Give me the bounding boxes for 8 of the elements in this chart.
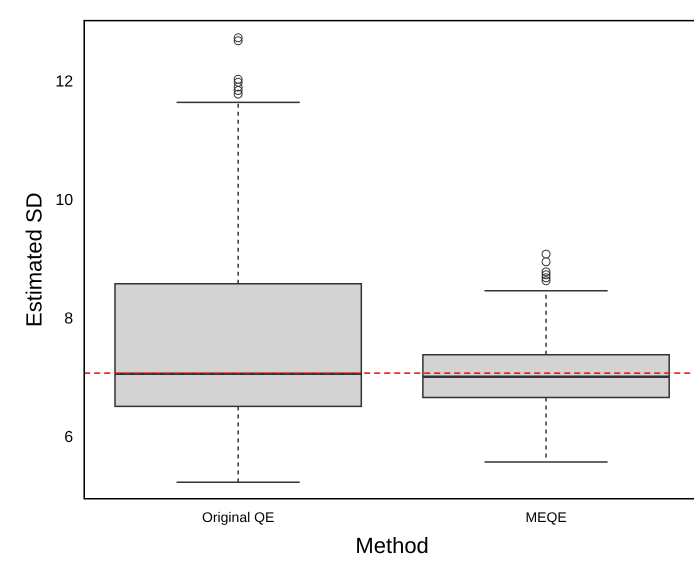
x-tick-label: MEQE — [525, 509, 567, 526]
y-tick-label: 10 — [55, 192, 74, 210]
y-tick-label: 12 — [55, 74, 74, 91]
y-tick-label: 6 — [64, 429, 74, 446]
y-tick-label: 8 — [64, 310, 74, 328]
y-axis-title: Estimated SD — [21, 192, 46, 327]
x-tick-label: Original QE — [202, 509, 274, 526]
x-axis-title: Method — [355, 532, 429, 558]
